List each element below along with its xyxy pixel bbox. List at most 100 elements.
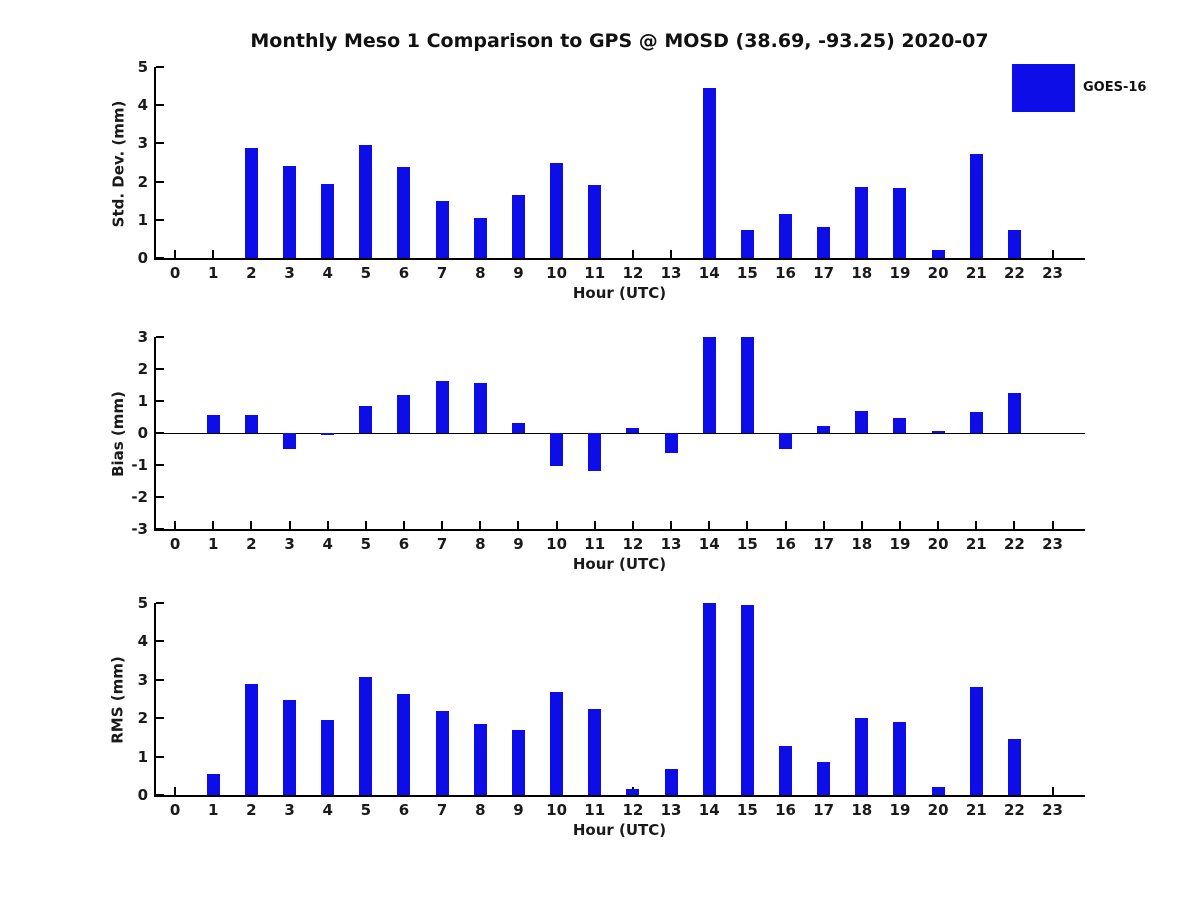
- y-tick-label: -1: [131, 456, 148, 474]
- x-tick-label: 22: [1003, 801, 1025, 819]
- bar-hour-16: [779, 746, 792, 795]
- x-axis-tick: [250, 521, 253, 529]
- y-axis-tick: [156, 257, 164, 259]
- y-axis-tick: [156, 400, 164, 402]
- figure-title: Monthly Meso 1 Comparison to GPS @ MOSD …: [250, 30, 989, 52]
- x-tick-label: 6: [398, 535, 410, 553]
- bar-hour-4: [321, 720, 335, 795]
- x-tick-label: 8: [475, 801, 486, 819]
- x-tick-label: 14: [698, 264, 720, 282]
- bias-x-axis-label: Hour (UTC): [572, 555, 667, 573]
- x-tick-label: 13: [660, 264, 682, 282]
- x-tick-label: 22: [1003, 535, 1025, 553]
- y-tick-label: 5: [137, 58, 148, 76]
- x-axis-tick: [555, 521, 558, 529]
- x-tick-label: 16: [775, 264, 796, 282]
- y-tick-label: 3: [137, 134, 148, 153]
- legend-swatch-goes16: [1012, 64, 1075, 112]
- y-axis-tick: [156, 180, 164, 183]
- x-tick-label: 14: [698, 801, 720, 819]
- x-tick-label: 20: [927, 264, 949, 282]
- x-axis-tick: [402, 521, 405, 529]
- x-tick-label: 3: [284, 801, 295, 819]
- bar-hour-9: [511, 423, 525, 433]
- bar-hour-6: [397, 167, 411, 258]
- bar-hour-9: [511, 194, 525, 258]
- x-tick-label: 7: [436, 801, 448, 819]
- y-axis-tick: [156, 104, 164, 107]
- x-axis-tick: [174, 787, 177, 795]
- x-axis-tick: [1013, 521, 1016, 529]
- bar-hour-7: [435, 380, 449, 433]
- bar-hour-12: [626, 427, 640, 433]
- x-tick-label: 21: [965, 264, 987, 282]
- bar-hour-13: [664, 433, 678, 454]
- y-tick-label: -3: [131, 520, 148, 538]
- bar-hour-18: [855, 411, 869, 433]
- x-tick-label: 20: [927, 535, 949, 553]
- x-axis-tick: [364, 521, 367, 529]
- x-tick-label: 17: [813, 801, 835, 819]
- x-axis-tick: [1051, 787, 1054, 795]
- x-tick-label: 11: [584, 535, 606, 553]
- y-tick-label: 3: [137, 328, 148, 346]
- x-tick-label: 10: [546, 264, 568, 282]
- x-tick-label: 0: [169, 801, 181, 819]
- y-tick-label: 0: [137, 249, 148, 267]
- x-tick-label: 8: [475, 535, 486, 553]
- y-tick-label: 1: [137, 210, 148, 229]
- bar-hour-17: [817, 226, 831, 258]
- x-tick-label: 16: [775, 535, 796, 553]
- x-tick-label: 4: [322, 264, 333, 282]
- bar-hour-20: [931, 430, 945, 433]
- x-tick-label: 9: [513, 264, 524, 282]
- x-tick-label: 19: [889, 801, 911, 819]
- x-tick-label: 10: [546, 535, 568, 553]
- x-axis-tick: [784, 521, 787, 529]
- bar-hour-17: [817, 425, 831, 433]
- x-tick-label: 1: [208, 264, 219, 282]
- x-tick-label: 15: [736, 264, 758, 282]
- x-tick-label: 5: [360, 801, 372, 819]
- bar-hour-1: [206, 415, 220, 433]
- x-tick-label: 2: [246, 801, 257, 819]
- y-axis-tick: [156, 336, 164, 338]
- y-tick-label: 2: [137, 172, 148, 191]
- bar-hour-12: [626, 789, 640, 795]
- bar-hour-8: [473, 383, 487, 433]
- x-tick-label: 23: [1042, 801, 1063, 819]
- bar-hour-5: [359, 405, 373, 433]
- x-tick-label: 11: [584, 801, 606, 819]
- x-tick-label: 9: [513, 801, 524, 819]
- bar-hour-8: [473, 217, 487, 258]
- legend-label-goes16: GOES-16: [1083, 80, 1147, 95]
- y-axis-tick: [156, 528, 164, 530]
- x-axis-tick: [937, 521, 940, 529]
- y-axis-tick: [156, 602, 164, 604]
- x-axis-tick: [670, 521, 673, 529]
- bar-hour-4: [321, 433, 335, 436]
- rms-x-axis-label: Hour (UTC): [572, 821, 667, 839]
- bar-hour-22: [1007, 739, 1021, 795]
- y-tick-label: 3: [137, 670, 148, 689]
- x-tick-label: 23: [1042, 264, 1063, 282]
- y-tick-label: 1: [137, 392, 148, 410]
- x-tick-label: 6: [398, 264, 410, 282]
- x-tick-label: 19: [889, 535, 911, 553]
- x-tick-label: 5: [360, 264, 372, 282]
- bar-hour-15: [740, 337, 754, 433]
- rms-plot-area: 0 1 2 3 4 5 0 1 2 3 4 5 6 7 8 9 10 11 12 13 14 15 16 17 18 19 20 21…: [138, 594, 1085, 819]
- bar-hour-10: [550, 433, 564, 466]
- x-tick-label: 15: [736, 801, 758, 819]
- x-axis-tick: [174, 250, 177, 258]
- bar-hour-7: [435, 710, 449, 795]
- stddev-plot-area: 0 1 2 3 4 5 0 1 2 3 4 5 6 7 8 9 10 11 12 13 14 15 16 17 18 19 20 21…: [138, 58, 1085, 282]
- bar-hour-21: [969, 687, 983, 795]
- bar-hour-18: [855, 718, 869, 795]
- x-axis-tick: [860, 521, 863, 529]
- bar-hour-2: [244, 683, 258, 795]
- x-tick-label: 8: [475, 264, 486, 282]
- x-axis-tick: [631, 250, 634, 258]
- x-tick-label: 13: [660, 535, 682, 553]
